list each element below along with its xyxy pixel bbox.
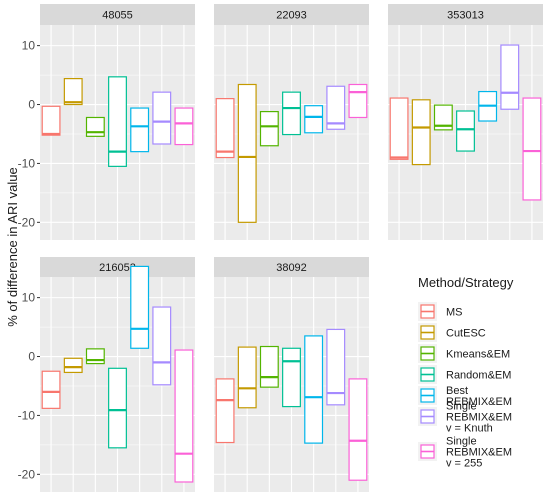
box-best	[304, 335, 324, 444]
box-random	[108, 367, 127, 449]
box-random	[456, 110, 475, 152]
facet-strip-label: 48055	[102, 10, 133, 22]
legend-label: REBMIX&EM	[446, 447, 512, 459]
y-tick-label: 10	[22, 291, 36, 305]
legend-entry-kmeans: Kmeans&EM	[418, 344, 510, 363]
box-random	[282, 91, 301, 136]
facet-strip	[40, 257, 195, 277]
facet-strip-label: 22093	[276, 10, 307, 22]
box-v255	[174, 107, 194, 146]
box-ms	[215, 378, 235, 444]
y-axis-title: % of difference in ARI value	[5, 167, 20, 326]
box-ms	[389, 97, 409, 160]
box-cutesc	[237, 83, 257, 223]
legend-label: Random&EM	[446, 370, 511, 382]
legend-entry-cutesc: CutESC	[418, 323, 486, 342]
legend-entry-random: Random&EM	[418, 365, 511, 384]
box-cutesc	[237, 346, 257, 409]
box-best	[304, 105, 324, 134]
box-v255	[348, 83, 368, 119]
box-ms	[41, 105, 61, 136]
legend-label: REBMIX&EM	[446, 396, 512, 408]
box-knuth	[152, 91, 172, 145]
legend-label: CutESC	[446, 328, 486, 340]
box-v255	[174, 349, 194, 483]
legend-label: Kmeans&EM	[446, 349, 510, 361]
facet-panel-48055: 48055 -20 -10 0 10	[18, 4, 195, 240]
y-tick-label: -10	[18, 408, 36, 422]
box-knuth	[500, 44, 520, 110]
facet-strip	[214, 257, 369, 277]
box-best	[130, 107, 150, 153]
y-tick-label: 10	[22, 39, 36, 53]
y-tick-label: -10	[18, 156, 36, 170]
box-v255	[348, 378, 368, 481]
facet-panel-22093: 22093	[214, 4, 369, 240]
box-kmeans	[259, 345, 279, 388]
box-kmeans	[433, 104, 453, 131]
box-ms	[215, 98, 235, 159]
y-tick-label: 0	[28, 98, 35, 112]
y-tick-label: 0	[28, 350, 35, 364]
legend-label: MS	[446, 307, 463, 319]
legend-label: REBMIX&EM	[446, 412, 512, 424]
facet-strip-label: 38092	[276, 262, 307, 274]
box-cutesc	[63, 78, 83, 106]
box-best	[130, 265, 150, 349]
box-kmeans	[259, 110, 279, 147]
box-kmeans	[85, 116, 105, 137]
facet-strip-label: 216053	[99, 262, 136, 274]
box-ms	[41, 370, 61, 409]
facet-panel-38092: 38092	[214, 257, 369, 492]
legend-label: Best	[446, 385, 468, 397]
legend-label: Single	[446, 401, 477, 413]
box-cutesc	[411, 99, 431, 166]
box-cutesc	[63, 357, 83, 374]
legend-label: Single	[446, 436, 477, 448]
legend-entry-ms: MS	[418, 302, 463, 321]
facet-panel-353013: 353013	[388, 4, 543, 240]
box-knuth	[326, 328, 346, 406]
panels-layer: 48055 -20 -10 0 10 22093 353013 216053 -20 -10 0 10…	[18, 4, 543, 492]
legend: Method/Strategy MS CutESC Kmeans&EM Random&E…	[418, 275, 514, 470]
facet-strip-label: 353013	[447, 10, 484, 22]
box-v255	[522, 97, 542, 201]
facet-panel-216053: 216053 -20 -10 0 10	[18, 257, 195, 492]
legend-label: v = Knuth	[446, 423, 493, 435]
facet-strip	[214, 4, 369, 25]
facet-strip	[40, 4, 195, 25]
box-random	[108, 76, 127, 167]
legend-label: v = 255	[446, 458, 482, 470]
box-kmeans	[85, 348, 105, 365]
box-knuth	[152, 306, 172, 386]
y-tick-label: -20	[18, 467, 36, 481]
y-tick-label: -20	[18, 215, 36, 229]
box-random	[282, 347, 301, 408]
box-knuth	[326, 85, 346, 130]
facet-strip	[388, 4, 543, 25]
legend-title: Method/Strategy	[418, 275, 514, 290]
